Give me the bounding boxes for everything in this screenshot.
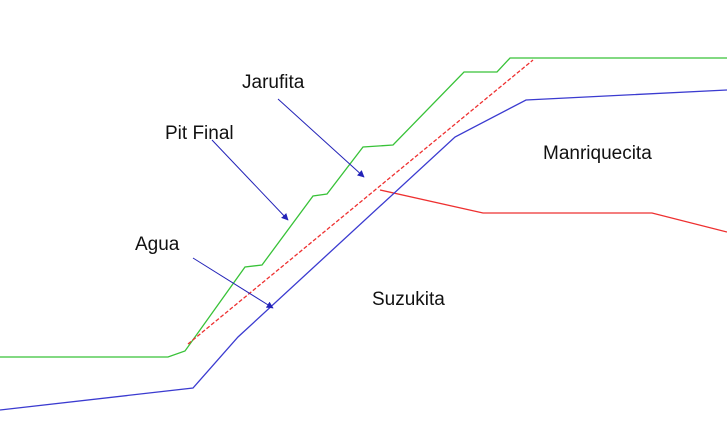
jarufita-arrow <box>277 98 365 178</box>
label-jarufita: Jarufita <box>242 72 305 93</box>
water-table-line <box>187 59 534 345</box>
agua-arrow <box>192 257 274 309</box>
pit-final-arrow <box>211 139 289 221</box>
label-manriquecita: Manriquecita <box>543 143 652 164</box>
label-suzukita: Suzukita <box>372 289 445 310</box>
label-pit-final: Pit Final <box>165 123 234 144</box>
pit-final-line <box>0 57 727 358</box>
jarufita-contact-line <box>0 89 727 411</box>
label-agua: Agua <box>135 234 180 255</box>
manriquecita-contact-line <box>379 189 727 233</box>
